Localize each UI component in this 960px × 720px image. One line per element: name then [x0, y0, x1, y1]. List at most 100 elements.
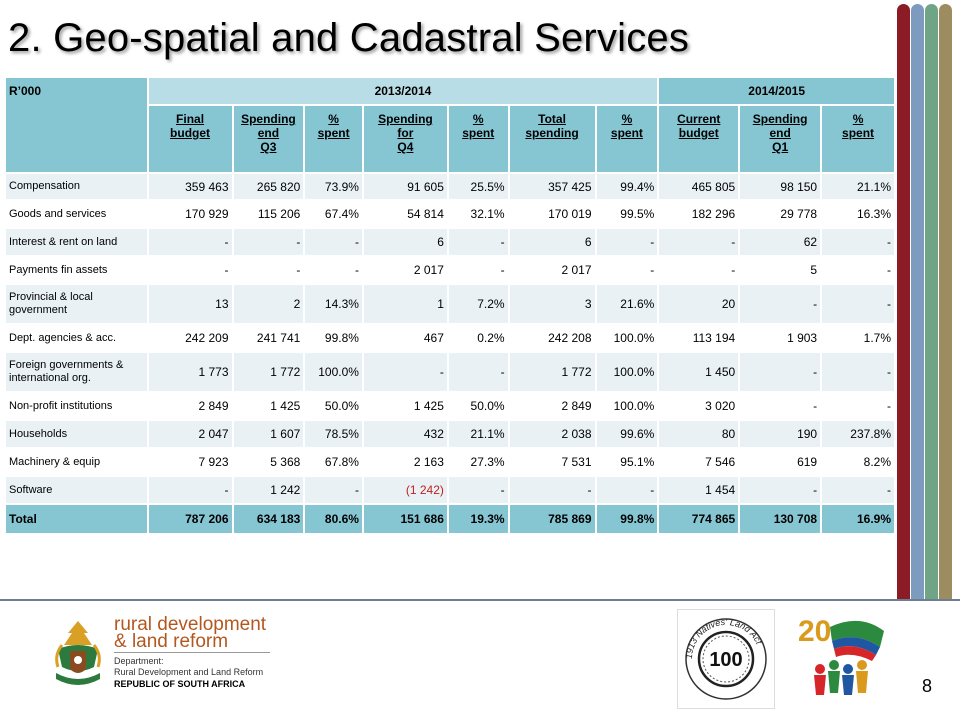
total-cell: 16.9%: [820, 503, 896, 535]
table-cell: 1: [361, 283, 449, 325]
column-header-line: spent: [317, 126, 350, 140]
column-header: Final budget: [146, 104, 234, 174]
table-cell: 359 463: [146, 172, 234, 201]
table-cell: 2 017: [361, 255, 449, 285]
column-header: Spending end Q3: [231, 104, 306, 174]
table-cell: -: [594, 227, 660, 257]
table-body: Compensation 359 463 265 820 73.9% 91 605 25.…: [4, 172, 896, 535]
table-cell: 95.1%: [594, 447, 660, 477]
column-header-label: Total spending: [525, 112, 578, 140]
column-header-line: spent: [842, 126, 875, 140]
table-cell: 1 425: [231, 391, 306, 421]
total-cell: 151 686: [361, 503, 449, 535]
table-cell: 99.4%: [594, 172, 660, 201]
table-cell: 242 209: [146, 323, 234, 353]
table-cell: 100.0%: [594, 323, 660, 353]
total-cell: 634 183: [231, 503, 306, 535]
table-cell: 99.5%: [594, 199, 660, 229]
row-label: Interest & rent on land: [4, 227, 149, 257]
table-cell: 1 242: [231, 475, 306, 505]
column-header: % spent: [594, 104, 660, 174]
table-cell: -: [738, 391, 823, 421]
column-header-line: for: [397, 126, 414, 140]
table-cell: -: [507, 475, 597, 505]
table-cell: (1 242): [361, 475, 449, 505]
total-label: Total: [4, 503, 149, 535]
table-cell: -: [146, 475, 234, 505]
table-cell: 62: [738, 227, 823, 257]
total-cell: 130 708: [738, 503, 823, 535]
table-cell: 73.9%: [303, 172, 364, 201]
table-cell: -: [303, 227, 364, 257]
table-cell: 2 017: [507, 255, 597, 285]
table-cell: 3: [507, 283, 597, 325]
dept-line2: Rural Development and Land Reform: [114, 667, 264, 677]
logo-separator: [114, 652, 270, 653]
table-cell: 99.6%: [594, 419, 660, 449]
table-row: Households 2 047 1 607 78.5% 432 21.1% 2 038 99…: [4, 419, 896, 449]
table-row: Machinery & equip 7 923 5 368 67.8% 2 163 27.…: [4, 447, 896, 477]
column-header-label: % spent: [611, 112, 643, 140]
column-header-line: Q4: [397, 140, 414, 154]
table-cell: -: [738, 475, 823, 505]
column-header: Spending for Q4: [361, 104, 449, 174]
total-cell: 785 869: [507, 503, 597, 535]
year-header-2014-2015: 2014/2015: [657, 76, 896, 106]
table-cell: 13: [146, 283, 234, 325]
table-cell: 32.1%: [446, 199, 510, 229]
year-header-2013-2014: 2013/2014: [146, 76, 660, 106]
decor-bar-blue: [911, 4, 924, 600]
table-cell: -: [657, 255, 741, 285]
column-header-line: Spending: [378, 112, 433, 126]
row-label: Non-profit institutions: [4, 391, 149, 421]
table-cell: 21.1%: [820, 172, 896, 201]
column-header-line: end: [257, 126, 280, 140]
table-cell: 1 903: [738, 323, 823, 353]
footer-divider-line: [0, 599, 960, 601]
table-cell: -: [446, 351, 510, 393]
table-cell: 7 531: [507, 447, 597, 477]
table-cell: 2 849: [146, 391, 234, 421]
page-number: 8: [922, 676, 933, 696]
table-cell: 619: [738, 447, 823, 477]
table-cell: -: [657, 227, 741, 257]
table-cell: -: [820, 227, 896, 257]
column-header: % spent: [303, 104, 364, 174]
table-cell: 265 820: [231, 172, 306, 201]
table-cell: 50.0%: [303, 391, 364, 421]
table-cell: 3 020: [657, 391, 741, 421]
decor-bar-red: [897, 4, 910, 600]
column-header: Current budget: [657, 104, 741, 174]
svg-text:20: 20: [798, 615, 831, 648]
table-cell: 100.0%: [303, 351, 364, 393]
column-header-label: Spending end Q1: [753, 112, 808, 154]
decorative-color-bars: [897, 4, 955, 600]
land-act-seal: 1913 Natives' Land Act 100: [677, 609, 775, 709]
column-header-line: %: [328, 112, 339, 126]
table-cell: 100.0%: [594, 351, 660, 393]
dept-line1: Department:: [114, 656, 164, 666]
column-header-label: Spending end Q3: [241, 112, 296, 154]
column-header: % spent: [446, 104, 510, 174]
column-header: Total spending: [507, 104, 597, 174]
table-cell: 2 047: [146, 419, 234, 449]
table-cell: 25.5%: [446, 172, 510, 201]
column-header-label: % spent: [842, 112, 874, 140]
table-cell: 357 425: [507, 172, 597, 201]
table-cell: 2 849: [507, 391, 597, 421]
table-cell: 237.8%: [820, 419, 896, 449]
column-header-line: Spending: [241, 112, 296, 126]
table-cell: 241 741: [231, 323, 306, 353]
table-row: Non-profit institutions 2 849 1 425 50.0% 1 …: [4, 391, 896, 421]
table-cell: 6: [507, 227, 597, 257]
column-header-line: spent: [462, 126, 495, 140]
column-header-row: Final budget Spending end Q3% spent Spending fo…: [5, 104, 896, 174]
table-cell: 21.1%: [446, 419, 510, 449]
table-cell: -: [820, 255, 896, 285]
table-cell: -: [361, 351, 449, 393]
table-cell: 115 206: [231, 199, 306, 229]
row-label: Software: [4, 475, 149, 505]
country-text: REPUBLIC OF SOUTH AFRICA: [114, 679, 246, 689]
total-cell: 774 865: [657, 503, 741, 535]
total-cell: 19.3%: [446, 503, 510, 535]
